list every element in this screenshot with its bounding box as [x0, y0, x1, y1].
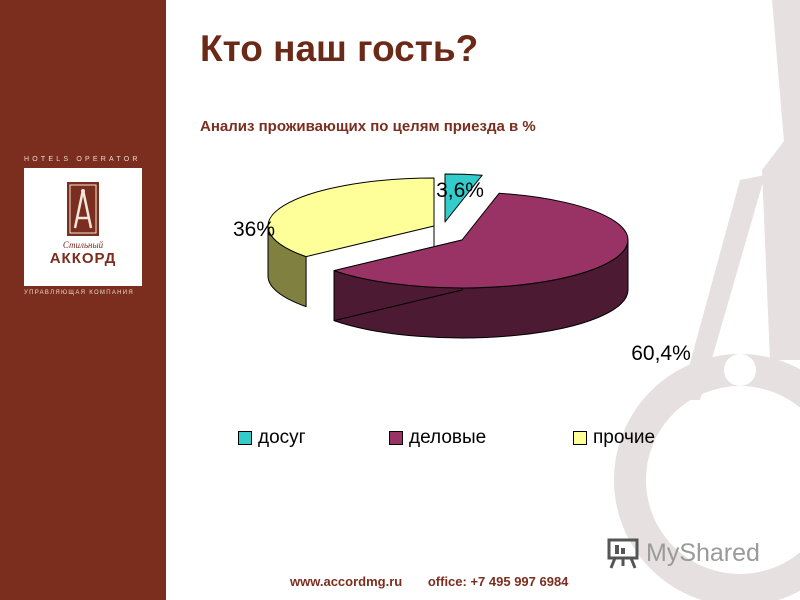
legend-swatch-business	[389, 431, 403, 445]
pie-chart: 3,6% 60,4% 36%	[233, 173, 691, 365]
company-logo: Стильный АККОРД	[24, 168, 142, 286]
chart-subtitle: Анализ проживающих по целям приезда в %	[200, 118, 536, 135]
hotels-operator-label: HOTELS OPERATOR	[24, 156, 141, 163]
pie-slice-leisure	[444, 173, 483, 223]
legend-swatch-other	[573, 431, 587, 445]
logo-watermark-icon	[614, 0, 800, 600]
footer-contacts: www.accordmg.ru office: +7 495 997 6984	[290, 574, 590, 589]
legend-label-other: прочие	[593, 427, 656, 448]
pie-slice-other	[267, 177, 435, 258]
page-title: Кто наш гость?	[200, 28, 479, 69]
data-label-leisure: 3,6%	[436, 179, 484, 202]
legend-label-business: деловые	[409, 427, 487, 448]
footer-office-phone: office: +7 495 997 6984	[427, 574, 569, 589]
myshared-watermark: MyShared	[606, 536, 760, 570]
logo-script-text: Стильный	[62, 240, 104, 250]
presentation-board-icon	[607, 538, 639, 569]
legend-item-other: прочие	[573, 427, 656, 448]
logo-name-text: АККОРД	[49, 250, 117, 267]
brand-sidebar: HOTELS OPERATOR Стильный АККОРД УПРАВЛЯЮ…	[0, 0, 166, 600]
data-label-business: 60,4%	[631, 342, 691, 365]
data-label-other: 36%	[233, 218, 275, 241]
footer-website[interactable]: www.accordmg.ru	[290, 574, 403, 589]
legend-item-leisure: досуг	[238, 427, 306, 448]
management-company-label: УПРАВЛЯЮЩАЯ КОМПАНИЯ	[24, 290, 135, 296]
myshared-text: MyShared	[646, 538, 760, 567]
pie-slice-business	[333, 192, 629, 289]
logo-emblem-icon	[67, 182, 99, 236]
legend-item-business: деловые	[389, 427, 487, 448]
legend-label-leisure: досуг	[258, 427, 306, 448]
legend-swatch-leisure	[238, 431, 252, 445]
